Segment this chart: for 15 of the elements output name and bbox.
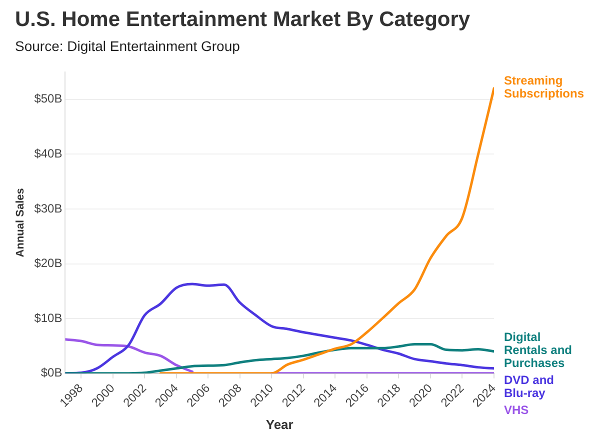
chart-subtitle: Source: Digital Entertainment Group: [15, 38, 240, 54]
y-tick-label: $40B: [34, 146, 62, 160]
chart-title: U.S. Home Entertainment Market By Category: [15, 8, 470, 32]
series-label: DVD and Blu-ray: [504, 373, 554, 400]
series-label: Streaming Subscriptions: [504, 74, 584, 101]
y-axis-title: Annual Sales: [14, 188, 27, 258]
y-tick-label: $50B: [34, 92, 62, 106]
line-series: [159, 87, 494, 374]
y-tick-label: $0B: [40, 366, 62, 380]
x-axis-title: Year: [266, 416, 294, 432]
y-tick-label: $20B: [34, 256, 62, 270]
y-tick-label: $10B: [34, 310, 62, 325]
text: VHS: [504, 403, 529, 418]
series-label: Digital Rentals and Purchases: [504, 330, 572, 370]
y-tick-label: $30B: [34, 201, 62, 216]
